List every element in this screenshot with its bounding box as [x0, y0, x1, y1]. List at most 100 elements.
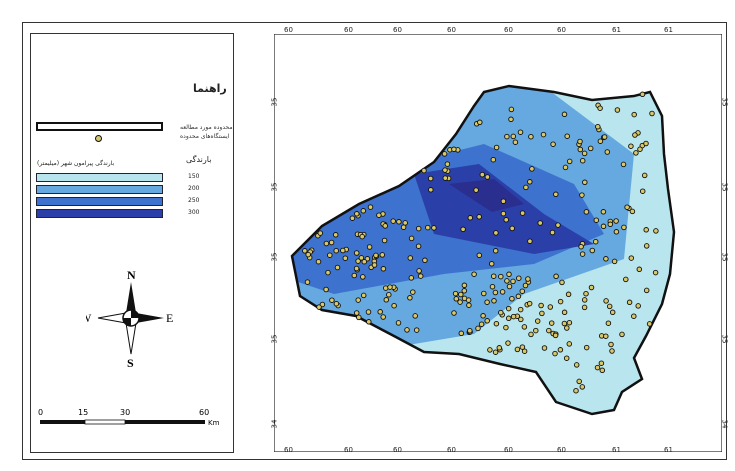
station-point	[477, 119, 483, 126]
station-point	[425, 224, 431, 231]
station-point	[600, 223, 607, 230]
station-point	[549, 229, 556, 236]
bottom-coord: 60	[344, 446, 353, 454]
scale-label-0: 0	[38, 408, 43, 417]
station-point	[579, 251, 586, 257]
station-point	[503, 324, 509, 331]
station-point	[636, 266, 643, 273]
station-point	[484, 174, 491, 180]
station-point	[480, 313, 486, 319]
station-point	[564, 325, 570, 331]
station-point	[505, 305, 512, 312]
station-point	[451, 146, 457, 153]
station-point	[493, 320, 500, 327]
station-point	[561, 111, 568, 118]
station-point	[559, 279, 565, 286]
station-point	[623, 276, 629, 283]
station-point	[620, 161, 627, 168]
station-point	[614, 107, 621, 113]
station-point	[333, 247, 339, 254]
station-point	[598, 360, 605, 366]
station-point	[351, 272, 358, 279]
swatch-label-250: 250	[188, 197, 200, 204]
station-point	[305, 251, 311, 258]
station-point	[359, 233, 365, 240]
station-point	[353, 265, 360, 272]
station-point	[516, 275, 522, 281]
station-point	[646, 321, 653, 327]
station-point	[492, 248, 499, 254]
station-point	[360, 274, 366, 280]
boundary-symbol	[36, 122, 163, 131]
station-point	[561, 320, 568, 327]
station-point	[442, 175, 449, 181]
station-point	[605, 320, 612, 326]
station-point	[461, 282, 468, 289]
station-point	[606, 303, 613, 310]
station-point	[451, 310, 457, 316]
station-point	[302, 248, 308, 254]
top-coord: 60	[284, 26, 293, 34]
north-arrow-compass: N S E W	[86, 268, 173, 368]
station-point	[510, 278, 516, 285]
station-point	[382, 285, 389, 291]
station-point	[371, 262, 378, 268]
station-point	[619, 331, 625, 338]
station-point	[626, 299, 633, 306]
station-point	[643, 287, 650, 294]
station-point	[396, 219, 402, 225]
station-point	[428, 187, 434, 193]
station-point	[639, 188, 646, 194]
station-point	[583, 209, 590, 215]
station-point	[613, 218, 619, 224]
station-point	[500, 210, 507, 217]
station-point	[538, 302, 544, 309]
station-point	[478, 321, 485, 327]
station-point	[566, 319, 573, 326]
station-point	[527, 179, 533, 185]
station-point	[473, 187, 479, 193]
bottom-coord: 60	[393, 446, 402, 454]
station-point	[457, 299, 463, 305]
station-point	[413, 327, 420, 333]
station-point	[476, 252, 483, 259]
station-point	[643, 243, 650, 249]
station-point	[552, 332, 559, 339]
station-point	[582, 179, 588, 186]
station-point	[465, 297, 472, 303]
station-point	[573, 362, 580, 368]
station-point	[415, 243, 422, 249]
station-point	[376, 212, 382, 218]
station-point	[400, 224, 407, 230]
station-point	[421, 167, 427, 174]
station-point	[353, 310, 360, 316]
station-point	[332, 232, 339, 238]
station-point	[407, 255, 414, 261]
station-point	[576, 378, 582, 385]
station-point	[492, 349, 499, 355]
station-point	[365, 309, 372, 315]
station-point	[613, 229, 620, 235]
station-point	[581, 150, 588, 157]
station-point	[564, 133, 570, 139]
station-points	[302, 91, 659, 394]
station-point	[588, 284, 595, 291]
station-point	[514, 346, 521, 353]
station-point	[635, 303, 641, 309]
left-coord: 34	[270, 419, 279, 429]
scale-label-15: 15	[78, 408, 88, 417]
top-coord: 60	[504, 26, 513, 34]
station-point	[593, 217, 600, 223]
compass-n: N	[127, 268, 136, 282]
station-point	[621, 224, 627, 231]
station-point	[391, 302, 397, 309]
station-point	[525, 276, 531, 282]
station-point	[342, 255, 349, 261]
station-point	[304, 279, 311, 285]
compass-s: S	[127, 356, 134, 368]
station-point	[361, 258, 368, 265]
station-point	[529, 166, 535, 172]
station-point	[515, 293, 522, 300]
station-point	[573, 387, 579, 394]
station-point	[643, 140, 649, 147]
